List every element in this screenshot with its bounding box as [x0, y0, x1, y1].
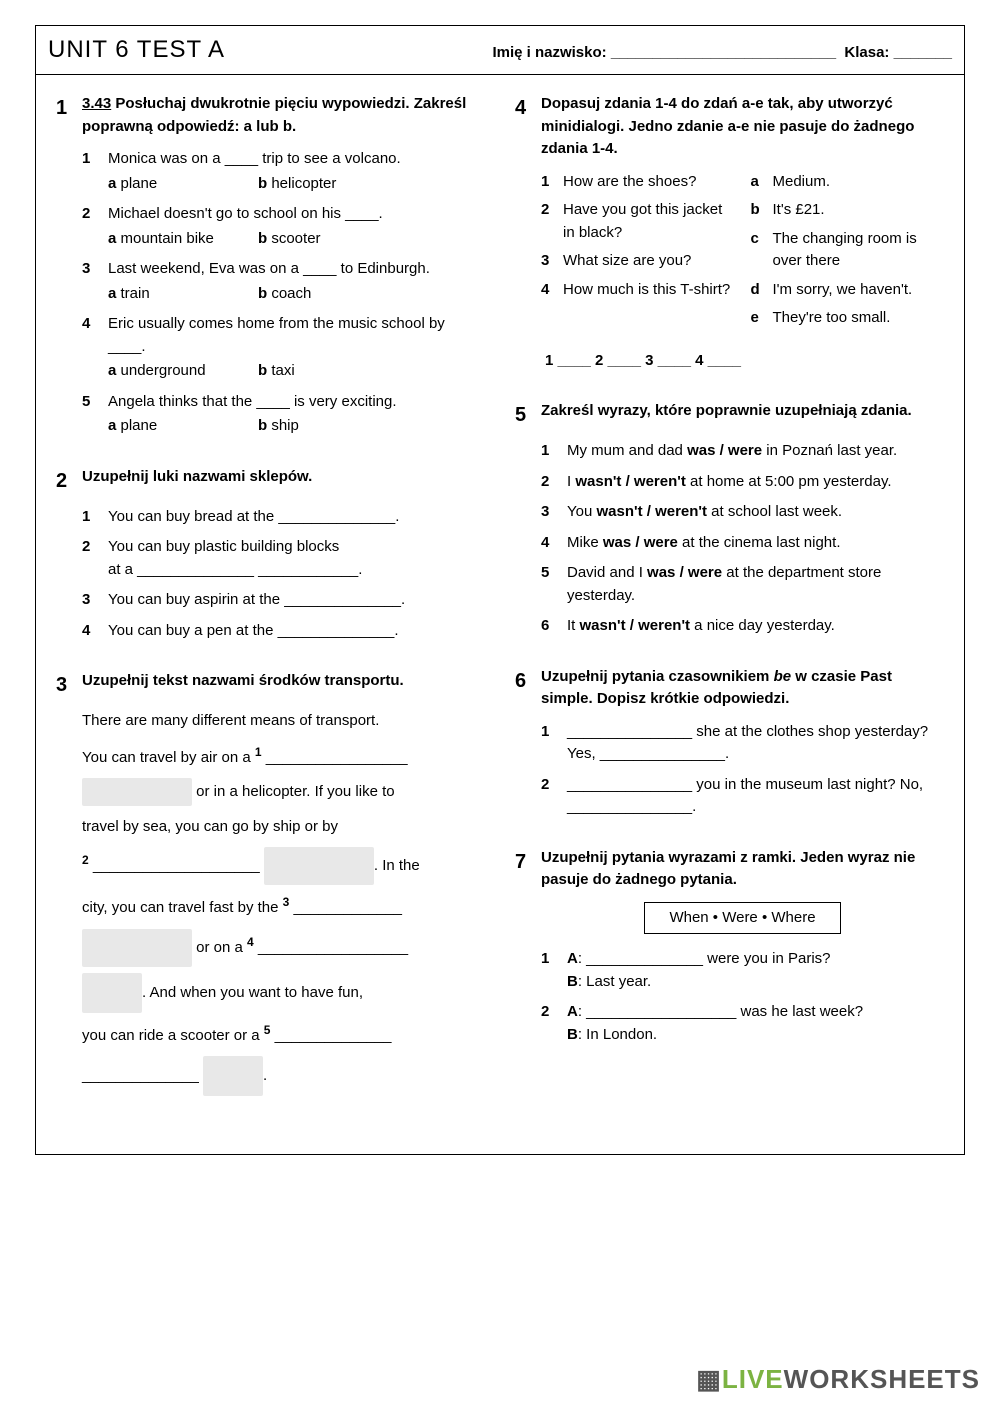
ex1-number: 1 — [56, 93, 82, 138]
watermark-logo: ▦ — [696, 1364, 722, 1394]
ex4-answer-line[interactable]: 1 ____ 2 ____ 3 ____ 4 ____ — [545, 350, 944, 373]
ex5-item: 2 I wasn't / weren't at home at 5:00 pm … — [541, 471, 944, 494]
ex2-item: 4 You can buy a pen at the _____________… — [82, 620, 485, 643]
ex4-question: 4How much is this T-shirt? — [541, 279, 735, 302]
motorbike-icon — [82, 973, 142, 1013]
ex1-item: 5 Angela thinks that the ____ is very ex… — [82, 391, 485, 438]
ex5-item: 1 My mum and dad was / were in Poznań la… — [541, 440, 944, 463]
ex7-item: 1 A: ______________ were you in Paris? B… — [541, 948, 944, 993]
ex2-item: 1 You can buy bread at the _____________… — [82, 506, 485, 529]
name-field[interactable]: Imię i nazwisko: _______________________… — [492, 44, 836, 61]
ex4-answer: eThey're too small. — [751, 307, 945, 330]
ex1-item: 4 Eric usually comes home from the music… — [82, 313, 485, 383]
ex4-answer: dI'm sorry, we haven't. — [751, 279, 945, 302]
ex1-instruction: 3.43 Posłuchaj dwukrotnie pięciu wypowie… — [82, 93, 485, 138]
ex5-number: 5 — [515, 400, 541, 430]
option-a[interactable]: a train — [108, 283, 258, 306]
option-a[interactable]: a mountain bike — [108, 228, 258, 251]
ex3-instruction: Uzupełnij tekst nazwami środków transpor… — [82, 670, 404, 700]
ex4-number: 4 — [515, 93, 541, 161]
ex4-question: 3What size are you? — [541, 250, 735, 273]
ex5-item: 4 Mike was / were at the cinema last nig… — [541, 532, 944, 555]
ex6-number: 6 — [515, 666, 541, 711]
option-b[interactable]: b ship — [258, 415, 299, 438]
right-column: 4 Dopasuj zdania 1-4 do zdań a-e tak, ab… — [515, 93, 944, 1124]
exercise-2: 2 Uzupełnij luki nazwami sklepów. 1 You … — [56, 466, 485, 643]
worksheet-page: UNIT 6 TEST A Imię i nazwisko: _________… — [35, 25, 965, 1155]
word-box: When • Were • Where — [644, 902, 840, 935]
ex1-item: 1 Monica was on a ____ trip to see a vol… — [82, 148, 485, 195]
ex1-item: 2 Michael doesn't go to school on his __… — [82, 203, 485, 250]
option-b[interactable]: b coach — [258, 283, 311, 306]
option-a[interactable]: a plane — [108, 173, 258, 196]
left-column: 1 3.43 Posłuchaj dwukrotnie pięciu wypow… — [56, 93, 485, 1124]
ex3-number: 3 — [56, 670, 82, 700]
exercise-7: 7 Uzupełnij pytania wyrazami z ramki. Je… — [515, 847, 944, 1047]
ex4-answer: cThe changing room is over there — [751, 228, 945, 273]
header-fields: Imię i nazwisko: _______________________… — [492, 42, 952, 65]
content: 1 3.43 Posłuchaj dwukrotnie pięciu wypow… — [36, 75, 964, 1154]
ex3-text: There are many different means of transp… — [82, 710, 485, 1096]
ex6-item: 1 _______________ she at the clothes sho… — [541, 721, 944, 766]
plane-icon — [82, 778, 192, 806]
bicycle-icon — [203, 1056, 263, 1096]
exercise-4: 4 Dopasuj zdania 1-4 do zdań a-e tak, ab… — [515, 93, 944, 372]
ex6-instruction: Uzupełnij pytania czasownikiem be w czas… — [541, 666, 944, 711]
option-a[interactable]: a plane — [108, 415, 258, 438]
option-b[interactable]: b scooter — [258, 228, 321, 251]
ex1-audio-ref: 3.43 — [82, 95, 111, 112]
ex7-number: 7 — [515, 847, 541, 892]
ex4-matching: 1How are the shoes? 2Have you got this ja… — [541, 171, 944, 336]
ex2-instruction: Uzupełnij luki nazwami sklepów. — [82, 466, 312, 496]
exercise-5: 5 Zakreśl wyrazy, które poprawnie uzupeł… — [515, 400, 944, 638]
header: UNIT 6 TEST A Imię i nazwisko: _________… — [36, 26, 964, 75]
watermark: ▦LIVEWORKSHEETS — [696, 1360, 980, 1399]
option-b[interactable]: b helicopter — [258, 173, 336, 196]
ex7-item: 2 A: __________________ was he last week… — [541, 1001, 944, 1046]
ex4-answer: aMedium. — [751, 171, 945, 194]
ex4-question: 2Have you got this jacket in black? — [541, 199, 735, 244]
ex7-instruction: Uzupełnij pytania wyrazami z ramki. Jede… — [541, 847, 944, 892]
ex5-item: 3 You wasn't / weren't at school last we… — [541, 501, 944, 524]
header-title: UNIT 6 TEST A — [48, 32, 225, 68]
ex6-item: 2 _______________ you in the museum last… — [541, 774, 944, 819]
ex5-instruction: Zakreśl wyrazy, które poprawnie uzupełni… — [541, 400, 912, 430]
ex5-item: 5 David and I was / were at the departme… — [541, 562, 944, 607]
exercise-3: 3 Uzupełnij tekst nazwami środków transp… — [56, 670, 485, 1096]
option-a[interactable]: a underground — [108, 360, 258, 383]
ex5-item: 6 It wasn't / weren't a nice day yesterd… — [541, 615, 944, 638]
ex1-item: 3 Last weekend, Eva was on a ____ to Edi… — [82, 258, 485, 305]
ex4-instruction: Dopasuj zdania 1-4 do zdań a-e tak, aby … — [541, 93, 944, 161]
ex2-item: 3 You can buy aspirin at the ___________… — [82, 589, 485, 612]
ex2-number: 2 — [56, 466, 82, 496]
class-field[interactable]: Klasa: _______ — [844, 44, 952, 61]
ex4-question: 1How are the shoes? — [541, 171, 735, 194]
exercise-6: 6 Uzupełnij pytania czasownikiem be w cz… — [515, 666, 944, 819]
exercise-1: 1 3.43 Posłuchaj dwukrotnie pięciu wypow… — [56, 93, 485, 438]
ex4-answer: bIt's £21. — [751, 199, 945, 222]
ship-icon — [264, 847, 374, 885]
ex2-item: 2 You can buy plastic building blocksat … — [82, 536, 485, 581]
option-b[interactable]: b taxi — [258, 360, 295, 383]
underground-icon — [82, 929, 192, 967]
